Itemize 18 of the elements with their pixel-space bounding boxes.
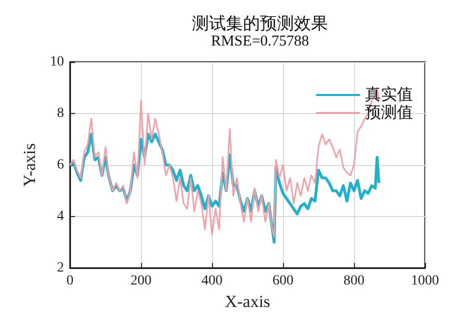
x-tick-label: 0 (66, 274, 74, 288)
line-series (69, 87, 380, 238)
x-tick-label: 1000 (411, 274, 439, 288)
x-axis-title: X-axis (224, 292, 270, 311)
chart-title: 测试集的预测效果 (192, 14, 328, 33)
x-tick-label: 400 (202, 274, 222, 288)
y-tick-label: 6 (57, 158, 64, 172)
legend-label: 真实值 (365, 86, 413, 104)
y-tick-label: 10 (50, 54, 64, 70)
chart-subtitle: RMSE=0.75788 (210, 34, 310, 50)
legend-label: 预测值 (365, 104, 413, 122)
y-tick-label: 8 (57, 106, 64, 121)
y-axis-title: Y-axis (20, 143, 39, 187)
y-tick-label: 2 (57, 260, 64, 276)
x-tick-label: 800 (344, 274, 364, 288)
x-tick-label: 600 (272, 274, 294, 288)
x-tick-label: 200 (130, 274, 152, 288)
y-tick-label: 4 (57, 209, 64, 224)
